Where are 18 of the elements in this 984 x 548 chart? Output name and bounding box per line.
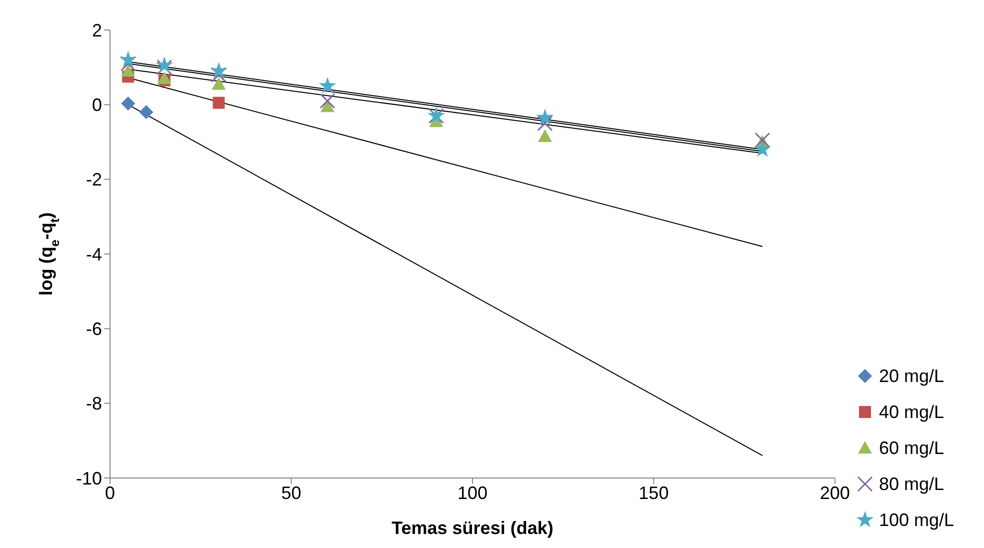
legend-label: 100 mg/L: [878, 510, 954, 530]
x-axis-title: Temas süresi (dak): [392, 518, 554, 538]
x-tick-label: 150: [638, 482, 669, 503]
x-tick-label: 200: [820, 482, 850, 503]
y-tick-label: 0: [92, 95, 102, 116]
y-tick-label: -10: [76, 468, 102, 488]
x-tick-label: 100: [457, 482, 488, 503]
y-tick-label: -8: [86, 394, 102, 414]
legend-label: 20 mg/L: [878, 366, 944, 386]
legend-label: 40 mg/L: [878, 402, 944, 422]
y-tick-label: -4: [86, 244, 102, 264]
x-tick-label: 0: [104, 482, 116, 503]
y-tick-label: 2: [92, 20, 102, 40]
legend-label: 60 mg/L: [878, 438, 944, 458]
legend-label: 80 mg/L: [878, 474, 944, 494]
x-tick-label: 50: [281, 482, 302, 503]
y-tick-label: -2: [86, 170, 102, 190]
y-tick-label: -6: [86, 319, 102, 340]
